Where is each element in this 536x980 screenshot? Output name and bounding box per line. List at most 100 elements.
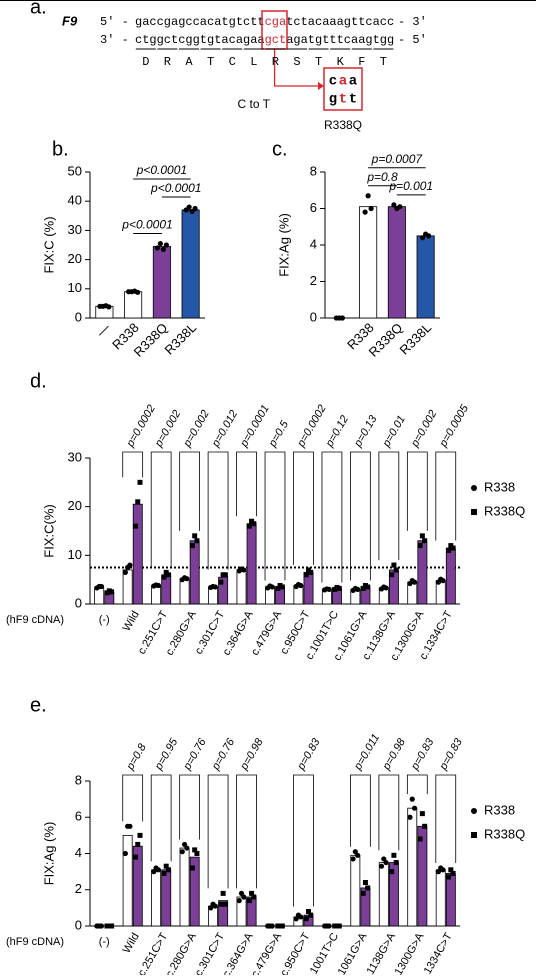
- data-point: [419, 533, 425, 539]
- bar: [132, 503, 143, 605]
- data-point: [393, 567, 399, 573]
- bar: [416, 235, 435, 319]
- significance-bracket: [179, 774, 200, 840]
- significance-bracket: [150, 451, 172, 568]
- legend-marker: [471, 808, 477, 814]
- data-point: [336, 923, 342, 929]
- data-point: [155, 582, 161, 589]
- variant-label: R338Q: [324, 118, 362, 132]
- significance-bracket: [435, 451, 457, 541]
- data-point: [391, 852, 397, 858]
- data-point: [383, 585, 389, 591]
- data-point: [426, 233, 432, 239]
- significance-bracket: [150, 774, 172, 862]
- data-point: [163, 242, 169, 248]
- significance-bracket: [350, 451, 371, 581]
- p-value: p=0.76: [181, 736, 209, 773]
- significance-bracket: [406, 451, 428, 531]
- data-point: [411, 579, 418, 585]
- p-value: p=0.0007: [371, 152, 424, 166]
- data-point: [326, 923, 332, 929]
- data-point: [365, 584, 371, 590]
- sequence: ctggctcggtgtacagaa: [135, 33, 265, 47]
- data-point: [160, 246, 166, 252]
- data-point: [189, 865, 195, 871]
- data-point: [109, 923, 115, 929]
- panel-label: e.: [30, 694, 47, 716]
- data-point: [303, 916, 309, 922]
- significance-bracket: [207, 451, 229, 570]
- sequence: gaccgagccacatgtctt: [135, 15, 265, 29]
- gene-name: F9: [62, 13, 78, 28]
- data-point: [222, 572, 228, 578]
- strand-start: 3′ -: [100, 33, 129, 47]
- mutant-base: a: [349, 74, 358, 90]
- data-point: [407, 814, 413, 820]
- significance-bracket: [207, 774, 229, 889]
- p-value: p=0.01: [380, 414, 408, 450]
- data-point: [269, 923, 275, 929]
- bar: [179, 847, 190, 927]
- y-tick-label: 0: [75, 917, 82, 932]
- p-value: p=0.8: [124, 741, 149, 773]
- data-point: [127, 562, 133, 568]
- data-point: [339, 315, 345, 321]
- y-axis-label: FIX:C (%): [41, 216, 56, 273]
- data-point: [246, 898, 252, 904]
- data-point: [251, 521, 257, 527]
- amino-acid: T: [380, 55, 387, 69]
- data-point: [303, 572, 309, 578]
- data-point: [360, 585, 366, 591]
- legend-label: R338: [484, 479, 515, 494]
- data-point: [189, 543, 195, 549]
- data-point: [326, 586, 332, 593]
- y-tick-label: 20: [68, 251, 82, 266]
- sequence: tctacaaagttcacc: [286, 15, 394, 29]
- data-point: [161, 574, 167, 580]
- bar: [122, 834, 133, 927]
- p-value: p=0.76: [209, 736, 237, 773]
- p-value: p=0.95: [152, 736, 180, 773]
- y-axis-label: FIX:C(%): [41, 504, 56, 557]
- y-tick-label: 4: [310, 236, 317, 251]
- data-point: [218, 901, 224, 907]
- y-tick-label: 6: [310, 200, 317, 215]
- strand-start: 5′ -: [100, 15, 129, 29]
- data-point: [194, 851, 200, 856]
- p-value: p=0.001: [388, 179, 433, 193]
- bar: [359, 206, 378, 319]
- data-point: [98, 583, 105, 590]
- bar: [218, 900, 229, 927]
- data-point: [251, 894, 257, 900]
- data-point: [194, 538, 200, 544]
- data-point: [383, 859, 389, 866]
- y-tick-label: 10: [68, 547, 82, 562]
- amino-acid: R: [164, 55, 171, 69]
- data-point: [157, 240, 163, 247]
- data-point: [336, 585, 342, 591]
- data-point: [122, 569, 128, 575]
- sequence: agatgtttcaagtgg: [286, 33, 394, 47]
- x-tick-label: (-): [99, 614, 110, 626]
- data-point: [306, 909, 312, 914]
- data-point: [192, 205, 198, 212]
- data-point: [155, 867, 161, 873]
- data-point: [186, 204, 192, 210]
- p-value: p<0.0001: [150, 181, 201, 195]
- data-point: [355, 852, 361, 858]
- p-value: p=0.002: [409, 408, 440, 450]
- data-point: [446, 874, 452, 880]
- y-tick-label: 2: [310, 273, 317, 288]
- x-axis-label: (hF9 cDNA): [6, 614, 64, 626]
- legend-label: R338: [484, 802, 515, 817]
- data-point: [409, 796, 415, 802]
- x-tick-label: R338L: [161, 320, 199, 358]
- y-tick-label: 0: [75, 595, 82, 610]
- bar: [445, 873, 456, 927]
- data-point: [192, 847, 198, 853]
- data-point: [417, 836, 423, 842]
- bar: [189, 540, 200, 605]
- y-tick-label: 2: [75, 881, 82, 896]
- significance-bracket: [236, 774, 257, 889]
